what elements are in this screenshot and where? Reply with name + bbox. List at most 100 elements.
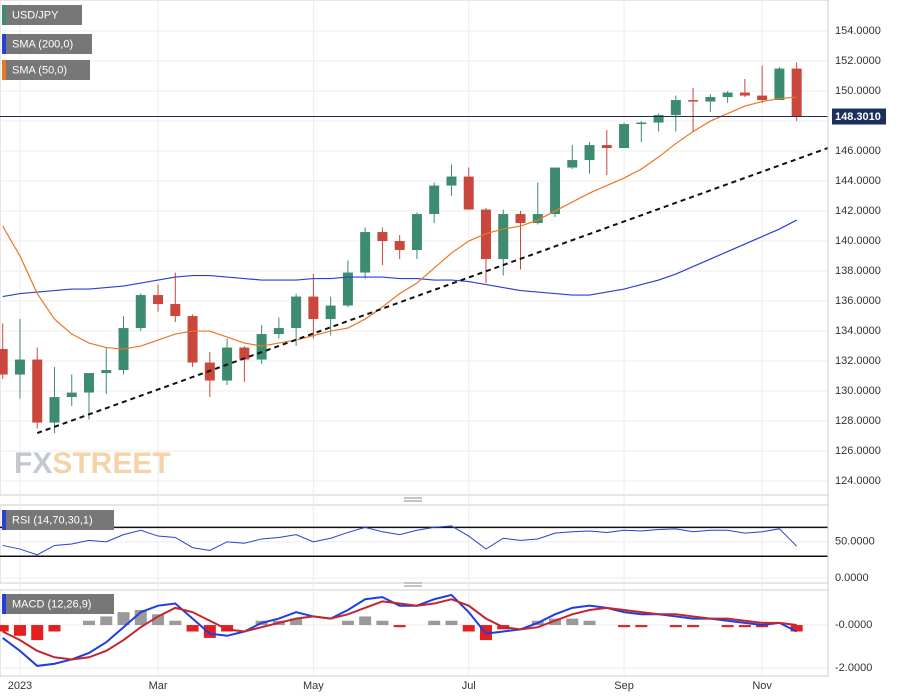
candle-body bbox=[498, 214, 509, 260]
candle-body bbox=[84, 373, 94, 393]
legend-box bbox=[2, 60, 90, 80]
x-tick-label: Sep bbox=[614, 680, 634, 692]
histogram-bar bbox=[618, 625, 631, 628]
histogram-bar bbox=[721, 625, 734, 628]
histogram-bar bbox=[687, 625, 700, 628]
histogram-bar bbox=[100, 616, 113, 626]
candle-body bbox=[256, 334, 267, 360]
candle-body bbox=[515, 214, 526, 224]
histogram-bar bbox=[393, 625, 406, 628]
legend-box bbox=[2, 34, 92, 54]
histogram-bar bbox=[48, 625, 61, 632]
histogram-bar bbox=[583, 620, 596, 626]
legend-swatch bbox=[2, 594, 6, 614]
candle-body bbox=[688, 100, 699, 102]
legend-swatch bbox=[2, 34, 6, 54]
x-tick-label: Jul bbox=[462, 680, 476, 692]
y-tick-label: 140.0000 bbox=[835, 235, 881, 247]
histogram-bar bbox=[117, 612, 130, 626]
histogram-bar bbox=[445, 620, 458, 626]
candle-body bbox=[653, 115, 664, 123]
histogram-bar bbox=[31, 625, 44, 641]
histogram-bar bbox=[549, 618, 562, 626]
histogram-bar bbox=[790, 625, 803, 632]
candle-body bbox=[273, 328, 284, 335]
candle-body bbox=[739, 92, 750, 96]
y-tick-label: 136.0000 bbox=[835, 295, 881, 307]
y-tick-label: 130.0000 bbox=[835, 385, 881, 397]
x-tick-label: Mar bbox=[149, 680, 168, 692]
candle-body bbox=[101, 370, 112, 374]
y-tick-label: 142.0000 bbox=[835, 205, 881, 217]
y-tick-label: 132.0000 bbox=[835, 355, 881, 367]
candle-body bbox=[239, 347, 250, 360]
candle-body bbox=[411, 214, 422, 251]
candle-body bbox=[14, 359, 25, 375]
y-tick-label: 126.0000 bbox=[835, 445, 881, 457]
candle-body bbox=[636, 122, 647, 125]
histogram-bar bbox=[738, 625, 751, 628]
candle-body bbox=[360, 232, 371, 273]
candle-body bbox=[66, 392, 77, 398]
candle-body bbox=[394, 241, 405, 251]
candle-body bbox=[0, 349, 8, 375]
candle-body bbox=[308, 296, 319, 320]
last-price-label: 148.3010 bbox=[835, 111, 881, 123]
y-tick-label: 146.0000 bbox=[835, 145, 881, 157]
candle-body bbox=[480, 209, 491, 260]
macd-line bbox=[2, 598, 797, 661]
rsi-panel bbox=[0, 504, 829, 584]
histogram-bar bbox=[152, 614, 165, 626]
y-tick-label: 154.0000 bbox=[835, 25, 881, 37]
histogram-bar bbox=[428, 620, 441, 626]
candle-body bbox=[187, 316, 198, 363]
histogram-bar bbox=[83, 620, 95, 626]
histogram-bar bbox=[341, 620, 354, 626]
candle-body bbox=[705, 97, 716, 102]
candle-body bbox=[722, 92, 733, 98]
legend-label: SMA (200,0) bbox=[12, 38, 73, 50]
x-tick-label: May bbox=[303, 680, 324, 692]
macd-panel bbox=[0, 589, 829, 677]
watermark-part: FX bbox=[14, 447, 52, 480]
candle-body bbox=[619, 124, 630, 149]
candle-body bbox=[670, 100, 681, 116]
candle-body bbox=[135, 295, 146, 329]
y-tick-label: 124.0000 bbox=[835, 475, 881, 487]
candle-body bbox=[377, 232, 388, 242]
candle-body bbox=[32, 359, 43, 423]
candle-body bbox=[532, 214, 543, 224]
legend-box bbox=[2, 510, 114, 530]
candle-body bbox=[567, 160, 578, 168]
candle-body bbox=[601, 145, 612, 149]
legend-box bbox=[2, 5, 82, 25]
y-tick-label: 134.0000 bbox=[835, 325, 881, 337]
candle-body bbox=[463, 176, 474, 210]
legend-label: SMA (50,0) bbox=[12, 64, 67, 76]
legend-label: USD/JPY bbox=[12, 9, 59, 21]
last-price-box bbox=[832, 108, 886, 125]
y-tick-label: 128.0000 bbox=[835, 415, 881, 427]
x-tick-label: 2023 bbox=[8, 680, 32, 692]
y-tick-label: -0.0000 bbox=[835, 619, 872, 631]
x-tick-label: Nov bbox=[752, 680, 772, 692]
candle-body bbox=[774, 68, 785, 101]
y-tick-label: 150.0000 bbox=[835, 85, 881, 97]
histogram-bar bbox=[169, 620, 182, 626]
legend-swatch bbox=[2, 60, 6, 80]
histogram-bar bbox=[756, 625, 769, 628]
panel-handle[interactable] bbox=[404, 497, 422, 587]
candle-body bbox=[49, 397, 60, 423]
candle-body bbox=[791, 68, 802, 117]
watermark-part: STREET bbox=[52, 447, 170, 480]
histogram-bar bbox=[13, 625, 26, 636]
candle-body bbox=[325, 305, 336, 320]
histogram-bar bbox=[669, 625, 682, 628]
candle-body bbox=[429, 185, 440, 215]
histogram-bar bbox=[0, 625, 9, 632]
histogram-bar bbox=[359, 616, 372, 626]
y-tick-label: 138.0000 bbox=[835, 265, 881, 277]
candle-body bbox=[584, 145, 595, 161]
y-tick-label: 152.0000 bbox=[835, 55, 881, 67]
candle-body bbox=[446, 176, 457, 186]
